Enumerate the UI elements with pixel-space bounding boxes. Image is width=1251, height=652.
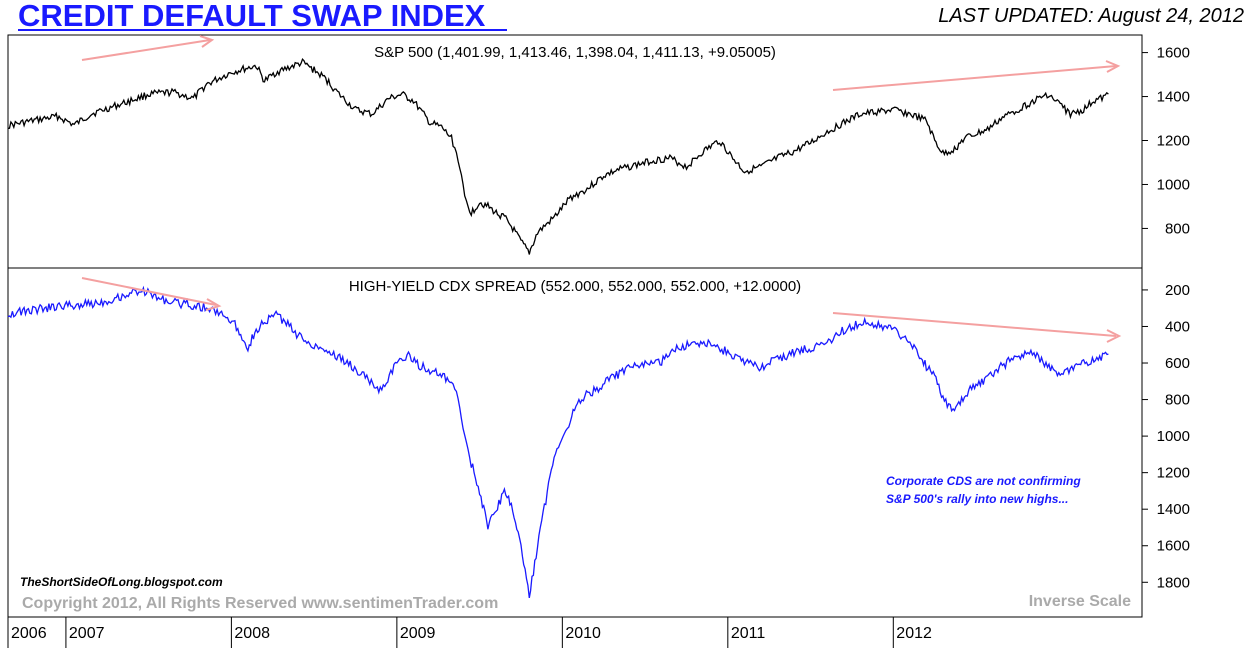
trend-arrow-cdx-2012 (832, 312, 1117, 337)
x-year-label: 2010 (565, 625, 601, 642)
sp500-series-line (7, 58, 1109, 255)
trend-arrowhead-sp500-2012 (1105, 60, 1121, 73)
x-year-label: 2008 (234, 625, 270, 642)
cdx-y-tick-label: 600 (1165, 355, 1190, 372)
cdx-y-axis: 200 400 600 800 1000 1200 1400 1600 1800 (1142, 282, 1190, 591)
sp500-panel-title: S&P 500 (1,401.99, 1,413.46, 1,398.04, 1… (374, 44, 776, 61)
chart-title[interactable]: CREDIT DEFAULT SWAP INDEX (18, 0, 486, 33)
cdx-y-tick-label: 400 (1165, 318, 1190, 335)
trend-arrows (81, 35, 1122, 343)
annotation-line-2: S&P 500's rally into new highs... (886, 492, 1068, 506)
blog-credit: TheShortSideOfLong.blogspot.com (20, 575, 223, 589)
cdx-y-tick-label: 1800 (1157, 574, 1190, 591)
copyright-watermark: Copyright 2012, All Rights Reserved www.… (22, 595, 498, 612)
x-year-label: 2007 (69, 625, 105, 642)
last-updated: LAST UPDATED: August 24, 2012 (938, 5, 1244, 27)
sp500-y-tick-label: 1200 (1157, 133, 1190, 150)
x-year-label: 2006 (11, 625, 47, 642)
trend-arrowhead-cdx-2007 (205, 298, 222, 311)
cdx-y-tick-label: 200 (1165, 282, 1190, 299)
cdx-y-tick-label: 1600 (1157, 538, 1190, 555)
cdx-series-line (7, 285, 1109, 599)
x-year-label: 2012 (896, 625, 932, 642)
inverse-scale-label: Inverse Scale (1029, 593, 1131, 610)
cdx-y-tick-label: 1200 (1157, 465, 1190, 482)
sp500-y-tick-label: 1400 (1157, 89, 1190, 106)
trend-arrow-sp500-2012 (832, 65, 1117, 91)
cdx-y-tick-label: 1000 (1157, 428, 1190, 445)
trend-arrow-cdx-2007 (81, 277, 217, 306)
sp500-y-axis: 800 1000 1200 1400 1600 (1142, 45, 1190, 237)
x-year-label: 2011 (731, 625, 766, 642)
annotation-line-1: Corporate CDS are not confirming (886, 474, 1081, 488)
cdx-y-tick-label: 800 (1165, 392, 1190, 409)
trend-arrowhead-sp500-2007 (199, 35, 215, 48)
cdx-panel-title: HIGH-YIELD CDX SPREAD (552.000, 552.000,… (349, 278, 801, 295)
sp500-y-tick-label: 1000 (1157, 176, 1190, 193)
plot-frame (7, 34, 1143, 618)
trend-arrowhead-cdx-2012 (1106, 329, 1122, 343)
trend-arrow-sp500-2007 (81, 39, 211, 61)
series-layer (7, 58, 1109, 599)
x-year-label: 2009 (400, 625, 436, 642)
sp500-y-tick-label: 800 (1165, 220, 1190, 237)
x-axis: 2006 2007 2008 2009 2010 2011 2012 (7, 616, 1142, 648)
sp500-y-tick-label: 1600 (1157, 45, 1190, 62)
cdx-y-tick-label: 1400 (1157, 501, 1190, 518)
